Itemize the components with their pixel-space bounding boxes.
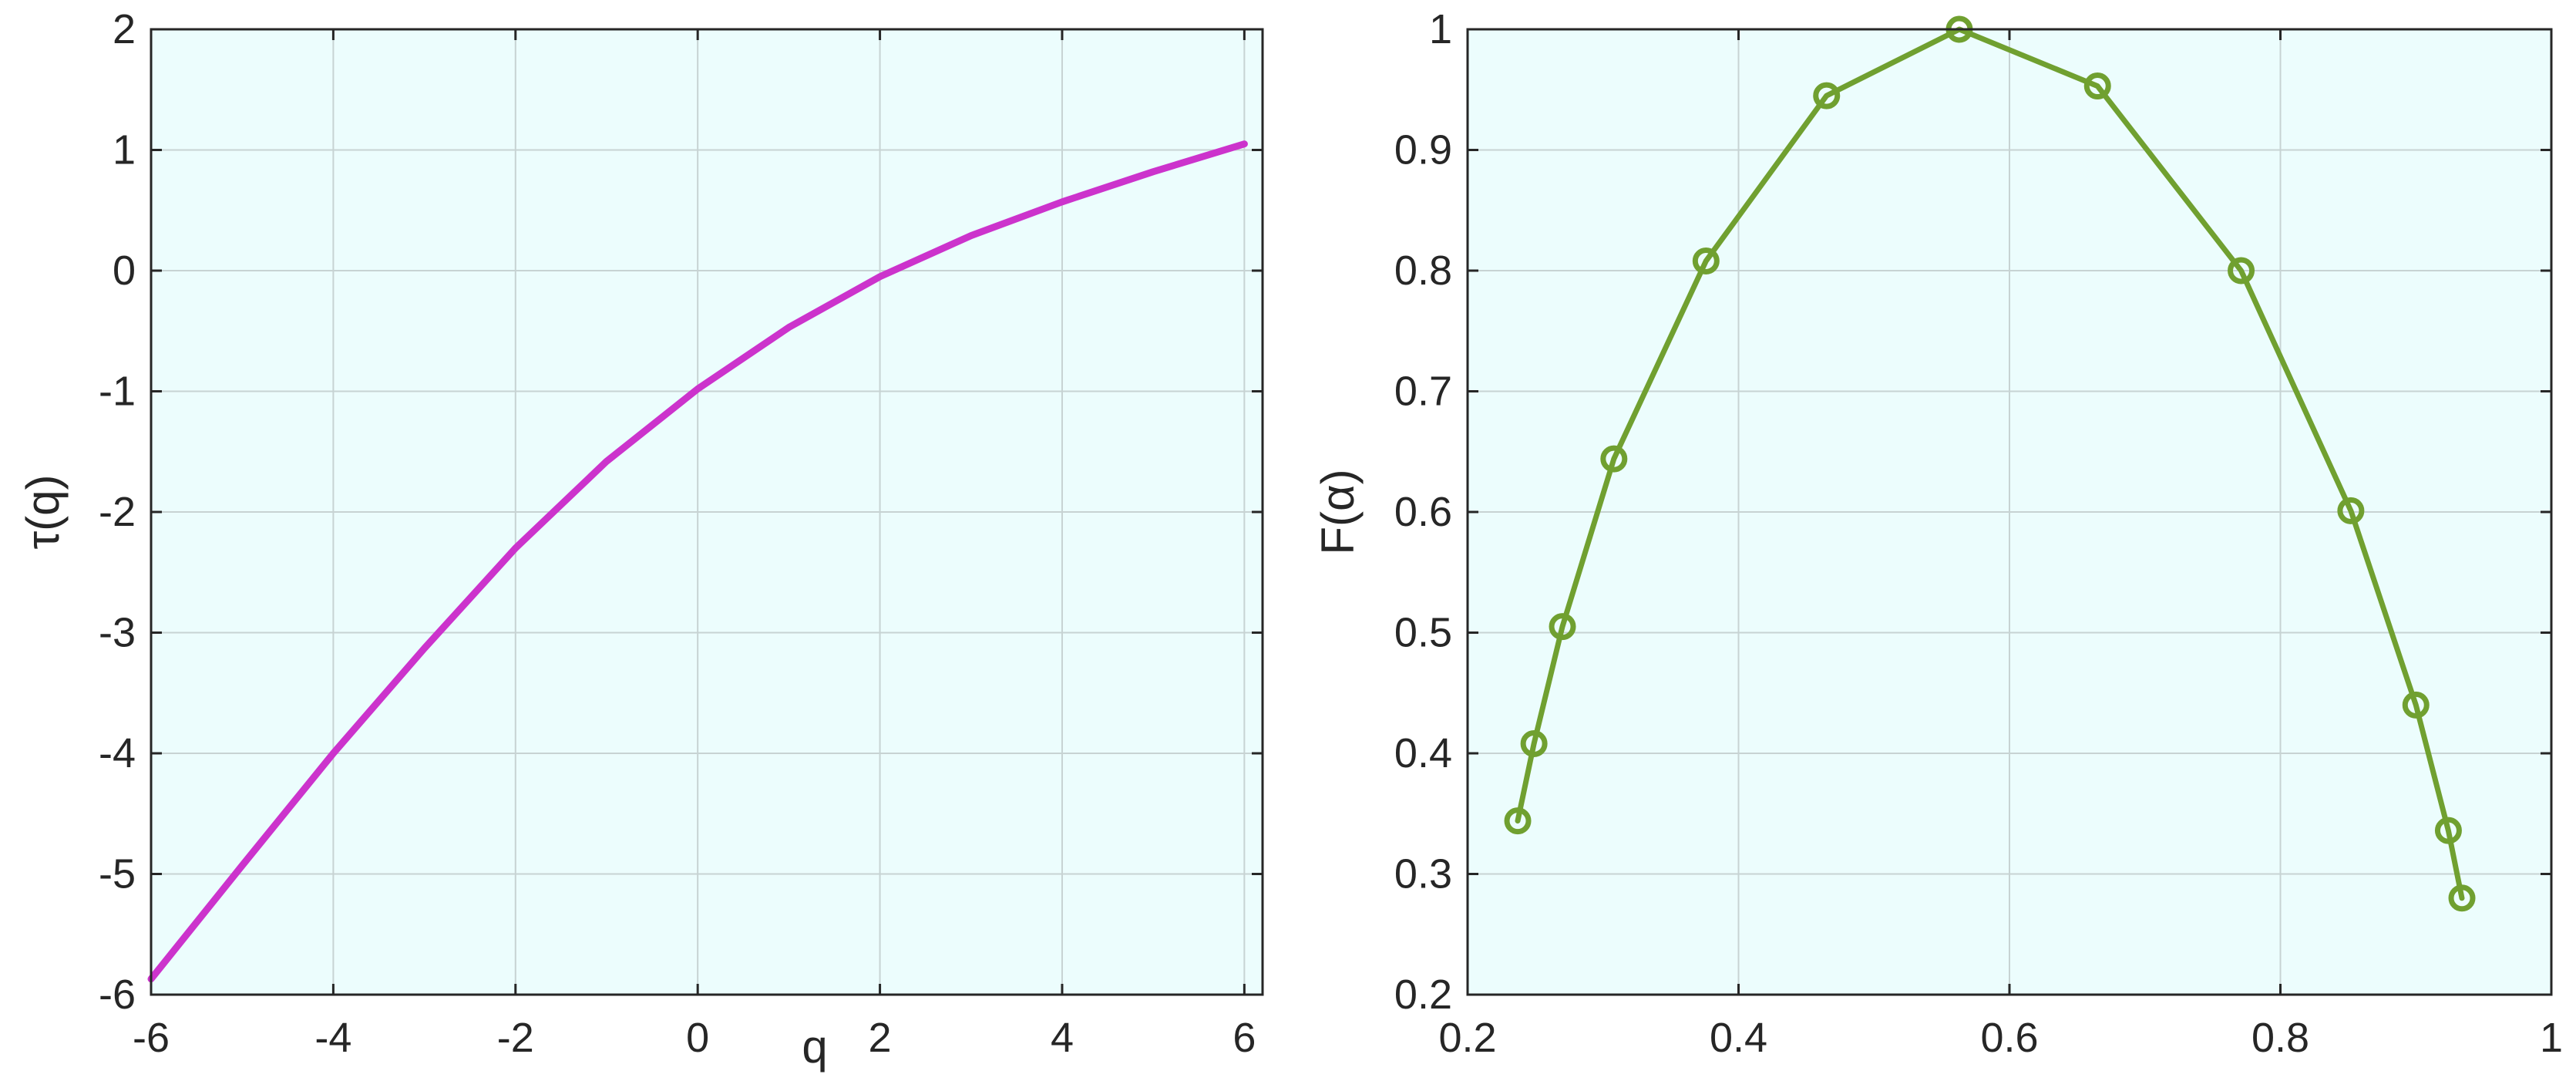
y-tick-label: 0.5	[1394, 610, 1452, 656]
x-tick-label: 0	[686, 1015, 709, 1061]
x-tick-label: 4	[1051, 1015, 1074, 1061]
x-tick-label: 1	[2540, 1015, 2563, 1061]
y-tick-label: -5	[99, 851, 136, 897]
data-point	[1520, 729, 1548, 757]
x-tick-label: 0.2	[1438, 1015, 1496, 1061]
y-axis-label: F(α)	[1312, 469, 1364, 554]
x-tick-label: -6	[133, 1015, 170, 1061]
y-tick-label: 0.4	[1394, 730, 1452, 776]
x-tick-label: 2	[869, 1015, 892, 1061]
data-point	[1813, 82, 1841, 109]
data-point	[1504, 807, 1532, 835]
data-point	[2228, 257, 2255, 285]
y-tick-label: -6	[99, 972, 136, 1018]
data-point	[2402, 691, 2430, 719]
data-point	[1549, 613, 1576, 641]
y-tick-label: 0.3	[1394, 851, 1452, 897]
y-tick-label: 1	[113, 127, 136, 173]
data-point	[1692, 247, 1720, 274]
axes-box	[150, 28, 1264, 996]
data-point	[2337, 497, 2365, 524]
data-point	[2448, 884, 2476, 912]
x-axis-label: q	[802, 1021, 827, 1073]
y-tick-label: 0.6	[1394, 489, 1452, 535]
y-tick-label: 0.9	[1394, 127, 1452, 173]
y-tick-label: -4	[99, 730, 136, 776]
x-tick-label: 0.8	[2251, 1015, 2309, 1061]
y-tick-label: 0.7	[1394, 369, 1452, 415]
y-tick-label: 0	[113, 248, 136, 294]
y-tick-label: -2	[99, 489, 136, 535]
x-tick-label: 6	[1233, 1015, 1256, 1061]
y-axis-label: τ(q)	[17, 474, 69, 549]
y-tick-label: -3	[99, 610, 136, 656]
y-tick-label: -1	[99, 369, 136, 415]
data-point	[2434, 817, 2462, 844]
x-tick-label: 0.6	[1980, 1015, 2038, 1061]
x-tick-label: -4	[314, 1015, 351, 1061]
y-tick-label: 0.8	[1394, 248, 1452, 294]
x-tick-label: 0.4	[1710, 1015, 1767, 1061]
data-point	[1600, 445, 1628, 473]
f-of-alpha-chart: 0.2 0.4 0.6 0.8 1 0.2 0.3 0.4 0.5 0.6 0.7 0.8 0.9 1 F(…	[1312, 6, 2563, 1061]
y-tick-label: 0.2	[1394, 972, 1452, 1018]
data-point	[2083, 72, 2111, 100]
axes-box	[1466, 28, 2553, 996]
y-tick-label: 1	[1429, 6, 1452, 52]
x-tick-label: -2	[497, 1015, 534, 1061]
y-tick-label: 2	[113, 6, 136, 52]
series-line	[147, 140, 1248, 983]
